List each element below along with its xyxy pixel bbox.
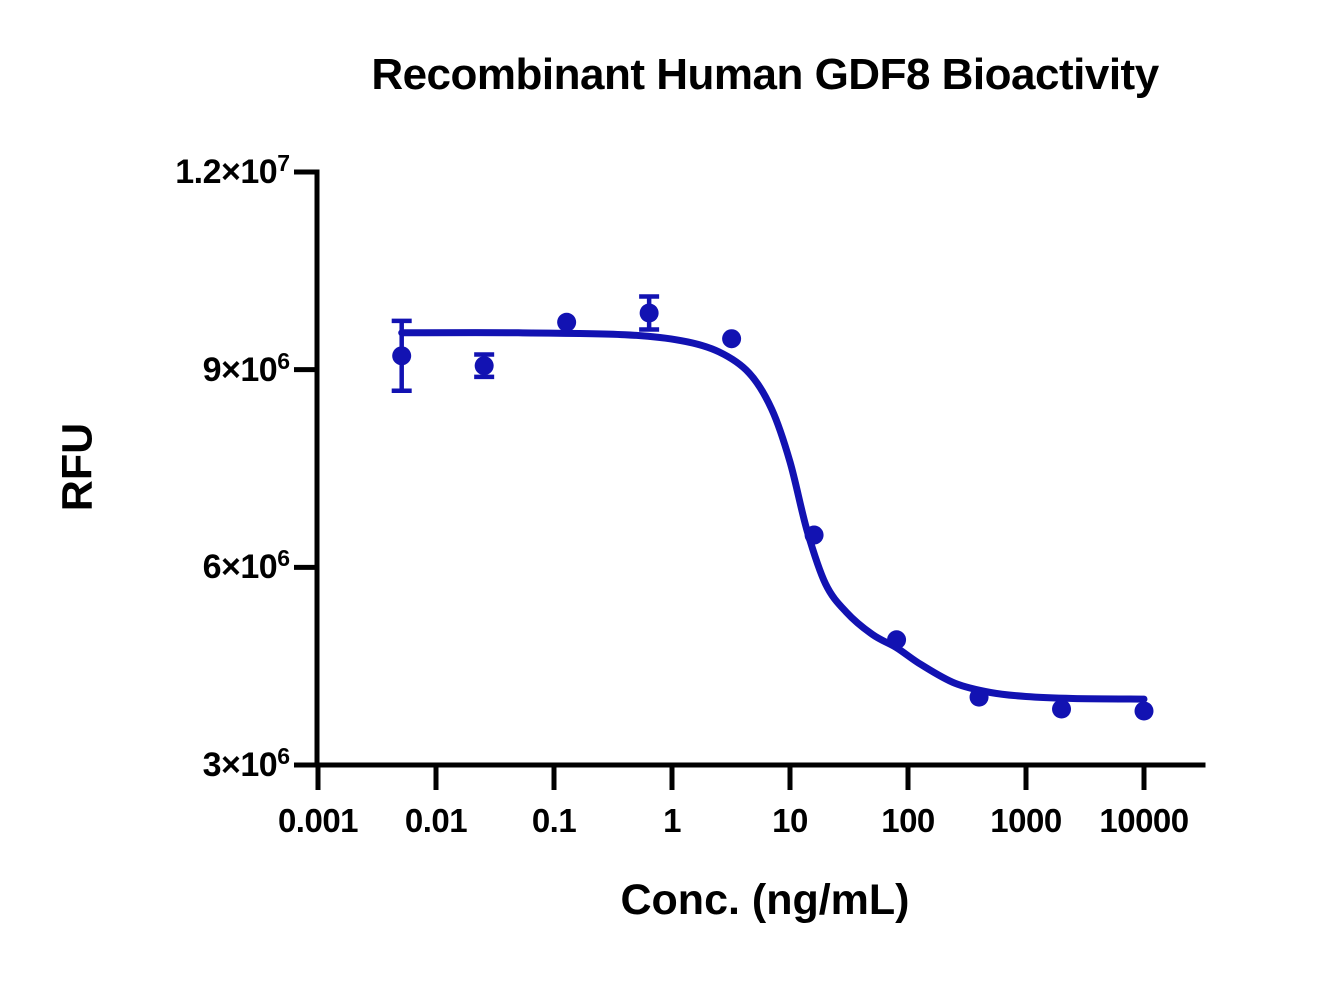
x-tick-label: 0.01 [404, 802, 468, 839]
data-point [887, 630, 907, 650]
x-tick-label: 10 [772, 802, 808, 839]
x-tick-label: 1 [663, 802, 681, 839]
y-tick-label: 3×106 [202, 743, 290, 784]
fit-curve-group [398, 329, 1148, 703]
x-tick-label: 100 [881, 802, 935, 839]
y-tick-label: 9×106 [202, 347, 290, 389]
data-points-group [392, 303, 1154, 721]
y-tick-label: 6×106 [202, 545, 290, 587]
data-point [639, 303, 659, 323]
error-bars-group [391, 294, 660, 394]
data-point [1134, 701, 1154, 721]
fit-curve [398, 329, 1148, 703]
x-axis-title: Conc. (ng/mL) [620, 876, 910, 924]
x-tick-label: 10000 [1099, 802, 1189, 839]
x-tick-label: 0.001 [277, 802, 359, 839]
y-tick-label: 1.2×107 [175, 150, 290, 191]
data-point [392, 346, 412, 366]
data-point [474, 356, 494, 376]
axes [294, 169, 1206, 790]
data-point [969, 687, 989, 707]
data-point [804, 525, 824, 545]
data-point [722, 329, 742, 349]
data-point [557, 312, 577, 332]
x-tick-label: 1000 [990, 802, 1062, 839]
x-tick-label: 0.1 [531, 802, 577, 839]
data-point [1052, 699, 1072, 719]
chart-title: Recombinant Human GDF8 Bioactivity [371, 50, 1159, 99]
y-axis-title: RFU [53, 422, 102, 512]
